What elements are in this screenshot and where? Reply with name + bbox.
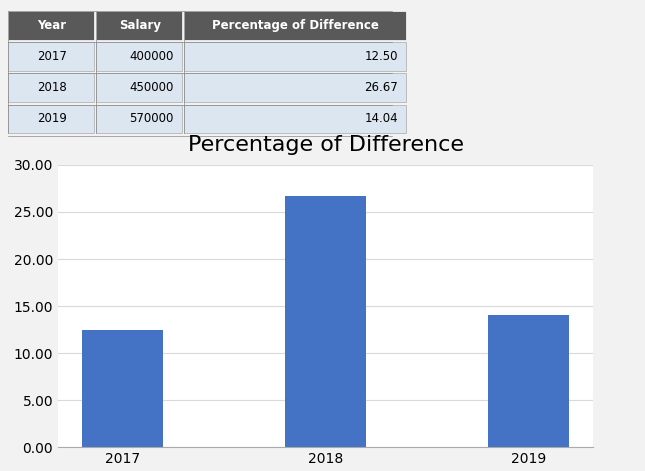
Title: Percentage of Difference: Percentage of Difference [188, 135, 464, 155]
Text: Percentage of Difference: Percentage of Difference [212, 19, 379, 32]
Text: 14.04: 14.04 [364, 112, 398, 125]
Bar [96, 42, 182, 71]
Bar [83, 330, 163, 447]
Text: 2019: 2019 [37, 112, 67, 125]
Bar [488, 315, 569, 447]
Bar [8, 73, 94, 102]
Bar [184, 11, 406, 40]
Bar [96, 11, 182, 40]
Text: 26.67: 26.67 [364, 81, 398, 94]
Bar [184, 42, 406, 71]
Text: 2018: 2018 [37, 81, 67, 94]
Bar [96, 105, 182, 133]
Bar [285, 196, 366, 447]
Text: 12.50: 12.50 [364, 50, 398, 63]
Text: 570000: 570000 [130, 112, 174, 125]
Bar [184, 73, 406, 102]
Bar [8, 11, 94, 40]
Text: Year: Year [37, 19, 66, 32]
Text: 2017: 2017 [37, 50, 67, 63]
Bar [8, 105, 94, 133]
Bar [96, 73, 182, 102]
Bar [8, 42, 94, 71]
Text: 400000: 400000 [130, 50, 174, 63]
Text: Salary: Salary [119, 19, 161, 32]
Text: 450000: 450000 [130, 81, 174, 94]
Bar [184, 105, 406, 133]
